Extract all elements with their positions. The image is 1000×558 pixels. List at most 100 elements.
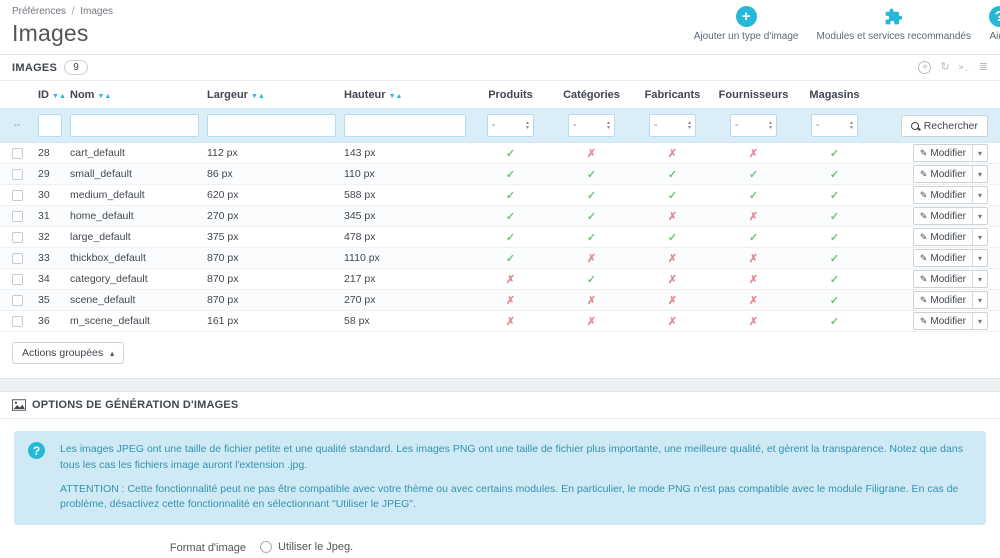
cell-flag-catégories: ✓ <box>551 163 632 185</box>
cross-icon: ✗ <box>748 294 759 307</box>
row-dropdown-toggle[interactable]: ▾ <box>971 250 987 266</box>
filter-largeur-input[interactable] <box>207 114 336 137</box>
check-icon: ✓ <box>748 189 759 202</box>
row-dropdown-toggle[interactable]: ▾ <box>971 208 987 224</box>
row-dropdown-toggle[interactable]: ▾ <box>971 166 987 182</box>
modify-button[interactable]: ✎ Modifier ▾ <box>912 228 988 246</box>
row-checkbox[interactable] <box>11 252 23 264</box>
cross-icon: ✗ <box>586 252 597 265</box>
search-button[interactable]: Rechercher <box>900 114 988 137</box>
cell-id: 32 <box>34 226 66 248</box>
cell-flag-fabricants: ✓ <box>632 163 713 185</box>
check-icon: ✓ <box>829 294 840 307</box>
radio-use-jpeg[interactable]: Utiliser le Jpeg. <box>260 541 599 553</box>
filter-fournisseurs-select[interactable]: - ▴ ▾ <box>730 114 777 137</box>
cell-flag-fabricants: ✗ <box>632 310 713 332</box>
modify-button[interactable]: ✎ Modifier ▾ <box>912 270 988 288</box>
cell-height: 1110 px <box>340 247 470 269</box>
check-icon: ✓ <box>829 231 840 244</box>
filter-nom-input[interactable] <box>70 114 199 137</box>
row-checkbox-cell <box>0 289 34 311</box>
modify-button[interactable]: ✎ Modifier ▾ <box>912 186 988 204</box>
row-checkbox-cell <box>0 163 34 185</box>
row-checkbox[interactable] <box>11 147 23 159</box>
modify-button[interactable]: ✎ Modifier ▾ <box>912 207 988 225</box>
sort-icons[interactable]: ▼▲ <box>97 93 112 100</box>
export-icon[interactable]: ≣ <box>978 61 988 73</box>
filter-magasins-select[interactable]: - ▴ ▾ <box>811 114 858 137</box>
cell-width: 870 px <box>203 268 340 290</box>
modify-label: Modifier <box>930 273 966 285</box>
sort-icons[interactable]: ▼▲ <box>250 93 265 100</box>
row-dropdown-toggle[interactable]: ▾ <box>971 229 987 245</box>
cell-flag-fournisseurs: ✗ <box>713 247 794 269</box>
modify-button[interactable]: ✎ Modifier ▾ <box>912 249 988 267</box>
modify-label: Modifier <box>930 147 966 159</box>
cell-name: thickbox_default <box>66 247 203 269</box>
info-alert-line1: Les images JPEG ont une taille de fichie… <box>60 443 963 471</box>
filter-row: -- - ▴ ▾ - ▴ ▾ - ▴ ▾ - ▴ ▾ - ▴ ▾ Rechercher <box>0 108 1000 143</box>
table-row: 36 m_scene_default 161 px 58 px ✗ ✗ ✗ ✗ ✓ ✎ Modifi… <box>0 310 1000 332</box>
sort-icons[interactable]: ▼▲ <box>52 93 66 100</box>
filter-categories-cell: - ▴ ▾ <box>551 108 632 143</box>
table-row: 35 scene_default 870 px 270 px ✗ ✗ ✗ ✗ ✓ ✎ Modifie… <box>0 289 1000 311</box>
help-button[interactable]: ? Aide <box>989 6 1000 42</box>
filter-id-cell <box>34 108 66 143</box>
table-row: 32 large_default 375 px 478 px ✓ ✓ ✓ ✓ ✓ ✎ Modifie… <box>0 226 1000 248</box>
image-generation-options-panel: OPTIONS DE GÉNÉRATION D'IMAGES ? Les ima… <box>0 391 1000 558</box>
filter-fournisseurs-cell: - ▴ ▾ <box>713 108 794 143</box>
refresh-icon[interactable]: ↻ <box>940 61 950 73</box>
add-icon[interactable]: + <box>918 61 932 74</box>
cell-name: category_default <box>66 268 203 290</box>
row-checkbox[interactable] <box>11 294 23 306</box>
row-checkbox[interactable] <box>11 210 23 222</box>
cell-id: 28 <box>34 142 66 164</box>
breadcrumb-current: Images <box>80 6 114 17</box>
filter-id-input[interactable] <box>38 114 62 137</box>
row-checkbox[interactable] <box>11 231 23 243</box>
filter-produits-select[interactable]: - ▴ ▾ <box>487 114 534 137</box>
row-dropdown-toggle[interactable]: ▾ <box>971 271 987 287</box>
row-dropdown-toggle[interactable]: ▾ <box>971 313 987 329</box>
sort-icons[interactable]: ▼▲ <box>388 93 403 100</box>
row-checkbox[interactable] <box>11 315 23 327</box>
cell-flag-catégories: ✗ <box>551 142 632 164</box>
recommended-modules-button[interactable]: Modules et services recommandés <box>816 6 971 42</box>
cell-name: m_scene_default <box>66 310 203 332</box>
add-image-type-button[interactable]: + Ajouter un type d'image <box>694 6 798 42</box>
filter-fabricants-select[interactable]: - ▴ ▾ <box>649 114 696 137</box>
cell-flag-fabricants: ✓ <box>632 226 713 248</box>
row-dropdown-toggle[interactable]: ▾ <box>971 292 987 308</box>
console-icon[interactable]: >_ <box>958 62 970 72</box>
modify-button[interactable]: ✎ Modifier ▾ <box>912 165 988 183</box>
cell-name: small_default <box>66 163 203 185</box>
cell-flag-fabricants: ✗ <box>632 247 713 269</box>
breadcrumb-parent[interactable]: Préférences <box>12 6 66 17</box>
filter-categories-select[interactable]: - ▴ ▾ <box>568 114 615 137</box>
col-header-fournisseurs: Fournisseurs <box>718 89 789 101</box>
row-checkbox-cell <box>0 205 34 227</box>
breadcrumb: Préférences / Images <box>12 6 988 17</box>
row-checkbox[interactable] <box>11 168 23 180</box>
select-stepper-icon: ▴ ▾ <box>687 120 691 131</box>
col-header-fabricants: Fabricants <box>644 89 701 101</box>
row-checkbox[interactable] <box>11 189 23 201</box>
modify-label: Modifier <box>930 210 966 222</box>
row-checkbox-cell <box>0 247 34 269</box>
filter-hauteur-input[interactable] <box>344 114 466 137</box>
row-dropdown-toggle[interactable]: ▾ <box>971 187 987 203</box>
plus-circle-icon: + <box>735 6 757 27</box>
page-header: Préférences / Images Images + Ajouter un… <box>0 0 1000 54</box>
modify-button[interactable]: ✎ Modifier ▾ <box>912 291 988 309</box>
check-icon: ✓ <box>505 210 516 223</box>
row-checkbox[interactable] <box>11 273 23 285</box>
cross-icon: ✗ <box>667 147 678 160</box>
check-icon: ✓ <box>829 210 840 223</box>
cross-icon: ✗ <box>748 273 759 286</box>
modify-button[interactable]: ✎ Modifier ▾ <box>912 144 988 162</box>
bulk-actions-button[interactable]: Actions groupées ▴ <box>12 342 125 364</box>
check-icon: ✓ <box>829 147 840 160</box>
modify-button[interactable]: ✎ Modifier ▾ <box>912 312 988 330</box>
cross-icon: ✗ <box>667 273 678 286</box>
row-dropdown-toggle[interactable]: ▾ <box>971 145 987 161</box>
